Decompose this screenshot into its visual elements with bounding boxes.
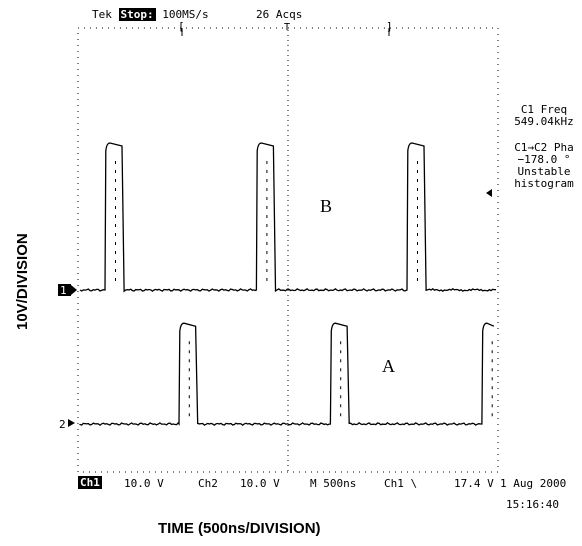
ch2-marker-arrow	[68, 419, 75, 427]
freq-label: C1 Freq	[520, 103, 568, 116]
ch1-scale: 10.0 V	[124, 477, 164, 490]
trace-a-label: A	[382, 356, 395, 376]
trigger-source: Ch1 \	[384, 477, 418, 490]
freq-value: 549.04kHz	[514, 115, 574, 128]
ch2-marker: 2	[59, 418, 66, 431]
ch2-scale: 10.0 V	[240, 477, 280, 490]
acq-state-badge: Stop:	[118, 8, 156, 21]
capture-date: 1 Aug 2000	[500, 477, 567, 490]
trigger-level: 17.4 V	[454, 477, 494, 490]
capture-time: 15:16:40	[506, 498, 559, 511]
timebase: M 500ns	[310, 477, 357, 490]
x-axis-label: TIME (500ns/DIVISION)	[158, 520, 321, 537]
traces	[79, 142, 497, 427]
trace-a	[79, 322, 495, 427]
phase-status-1: Unstable	[517, 165, 571, 178]
graticule	[77, 27, 499, 473]
trace-b	[79, 142, 497, 293]
ch1-marker: 1	[60, 284, 67, 297]
trigger-level-arrow	[486, 189, 492, 197]
brand-label: Tek	[92, 8, 112, 21]
ch2-label: Ch2	[198, 477, 218, 490]
ch1-label: Ch1	[78, 476, 102, 489]
sample-rate: 100MS/s	[162, 8, 209, 21]
ch1-marker-arrow	[71, 285, 77, 295]
phase-value: −178.0 °	[517, 153, 571, 166]
scope-header: Tek Stop: 100MS/s	[92, 8, 209, 21]
acq-count: 26 Acqs	[256, 8, 303, 21]
trace-b-label: B	[320, 196, 333, 216]
phase-status-2: histogram	[514, 177, 574, 190]
ch1-marker-box	[58, 284, 71, 296]
measurement-panel: C1 Freq 549.04kHz C1→C2 Pha −178.0 ° Uns…	[506, 104, 582, 190]
y-axis-label: 10V/DIVISION	[14, 233, 31, 330]
trigger-bracket-left: [	[178, 20, 185, 33]
trigger-position-marker: T	[284, 22, 291, 33]
trigger-bracket-right: ]	[386, 20, 393, 33]
phase-label: C1→C2 Pha	[514, 141, 574, 154]
graticule-frame	[77, 27, 499, 473]
